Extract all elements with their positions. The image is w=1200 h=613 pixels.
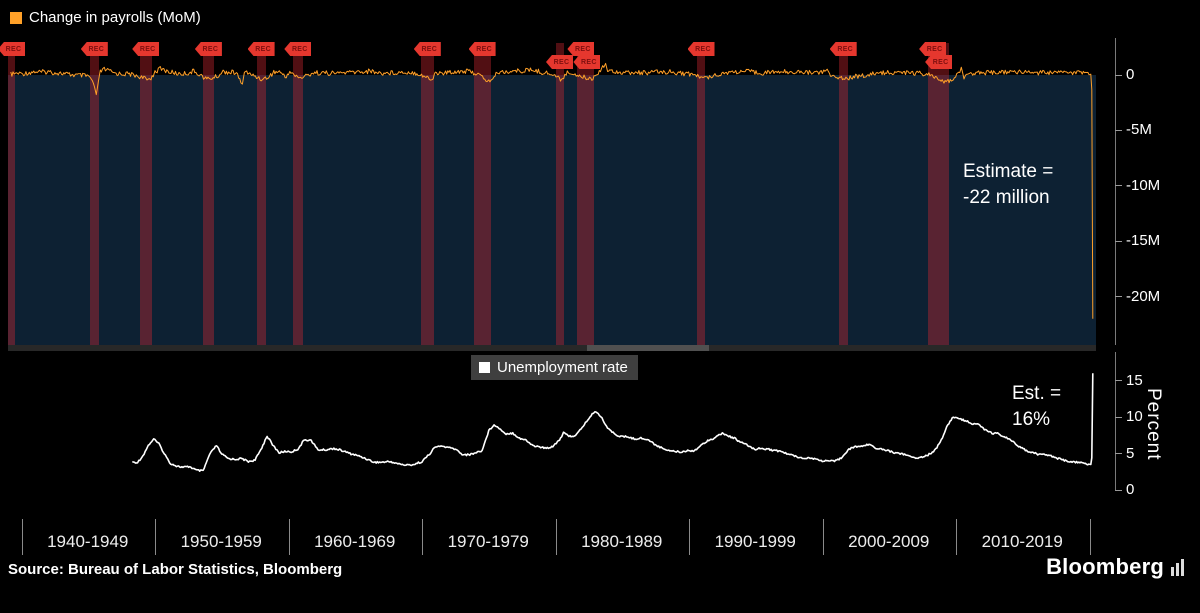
x-axis-label: 2010-2019 [981,532,1063,551]
x-axis-label: 1940-1949 [47,532,129,551]
source-text: Source: Bureau of Labor Statistics, Bloo… [8,561,343,578]
unemployment-legend-label: Unemployment rate [497,359,628,376]
recession-band [256,43,266,346]
payrolls-plot-background [8,75,1096,346]
y-axis-tick [1115,416,1122,418]
unemployment-estimate-annotation: Est. = 16% [1012,381,1061,433]
x-axis-label: 1960-1969 [314,532,396,551]
recession-band [697,43,705,346]
y-axis-tick-label: -15M [1126,232,1161,250]
y-axis-tick [1115,185,1122,187]
recession-badge: REC [413,42,441,56]
recession-band [420,43,434,346]
recession-badge: REC [468,42,496,56]
payrolls-legend-label: Change in payrolls (MoM) [29,9,201,26]
recession-band [928,43,950,346]
x-axis-label: 1990-1999 [714,532,796,551]
recession-band [576,43,595,346]
y-axis-tick [1115,380,1122,381]
recession-band [474,43,492,346]
payrolls-legend-swatch [10,11,22,24]
x-axis-tick [288,519,290,555]
y-axis-tick-label: -20M [1126,287,1161,305]
y-axis-tick-label: -10M [1126,176,1161,194]
annotation-line-2: 16% [1012,409,1051,430]
annotation-line-1: Estimate = [963,161,1054,182]
annotation-line-1: Est. = [1012,383,1062,404]
y-axis-tick [1115,240,1122,242]
y-axis-tick [1115,296,1122,298]
x-axis-tick [555,519,557,555]
recession-badge: REC [687,42,715,56]
bloomberg-wordmark: Bloomberg [1046,554,1164,579]
recession-badge: REC [0,42,25,56]
unemployment-chart-panel [8,350,1096,495]
x-axis-tick [956,519,957,555]
y-axis-tick-label: 0 [1126,481,1135,498]
bloomberg-logo: Bloomberg [1046,554,1184,580]
recession-badge: REC [194,42,222,56]
chart-scrollbar-track[interactable] [8,345,1096,351]
recession-badge: REC [925,55,953,69]
x-axis-tick [822,519,824,555]
recession-badge: REC [829,42,857,56]
bottom-right-axis-line [1115,352,1116,490]
bloomberg-bars-icon [1171,559,1184,580]
unemployment-legend: Unemployment rate [471,355,638,380]
y-axis-tick-label: 5 [1126,444,1135,462]
payrolls-series-line [10,62,1094,319]
payrolls-legend: Change in payrolls (MoM) [10,9,201,26]
annotation-line-2: -22 million [963,187,1050,208]
y-axis-tick-label: 15 [1126,371,1143,389]
y-axis-tick-label: -5M [1126,121,1152,139]
x-axis-tick [689,519,690,555]
payrolls-chart-panel: REC REC REC REC REC REC REC REC REC REC REC REC REC R… [0,38,1096,346]
x-axis-label: 1950-1959 [180,532,262,551]
x-axis-label: 1980-1989 [581,532,663,551]
chart-scrollbar-thumb[interactable] [587,345,709,351]
recession-badge: REC [247,42,275,56]
y-axis-tick-label: 10 [1126,408,1143,425]
recession-band [8,43,15,346]
x-axis-tick [422,519,423,555]
recession-band [838,43,848,346]
x-axis-label: 1970-1979 [447,532,529,551]
recession-badge: REC [567,42,595,56]
x-axis-tick [155,519,156,555]
percent-axis-label: Percent [1143,388,1164,461]
y-axis-tick-label: 0 [1126,66,1135,83]
y-axis-tick [1115,489,1122,491]
x-axis-label: 2000-2009 [848,532,930,551]
recession-badge: REC [80,42,108,56]
unemployment-line-chart [132,373,1094,472]
x-axis-tick [1089,519,1091,555]
x-axis-tick [21,519,23,555]
recession-band [89,43,99,346]
recession-badge: REC [546,55,573,69]
recession-badge: REC [284,42,312,56]
payrolls-line-chart [10,62,1094,319]
recession-band [203,43,214,346]
recession-band [140,43,153,346]
recession-badge: REC [573,55,601,69]
y-axis-tick [1115,129,1122,131]
unemployment-legend-swatch [479,362,490,373]
recession-band [292,43,304,346]
recession-band [555,43,564,346]
recession-badge: REC [132,42,160,56]
y-axis-tick [1115,453,1122,454]
unemployment-series-line [132,373,1094,472]
recession-badge: REC [919,42,947,56]
x-axis-label-row: 1940-1949 1950-1959 1960-1969 1970-1979 1980… [21,531,1089,553]
top-right-axis-line [1115,38,1116,345]
payrolls-estimate-annotation: Estimate = -22 million [963,159,1053,211]
y-axis-tick [1115,74,1122,76]
